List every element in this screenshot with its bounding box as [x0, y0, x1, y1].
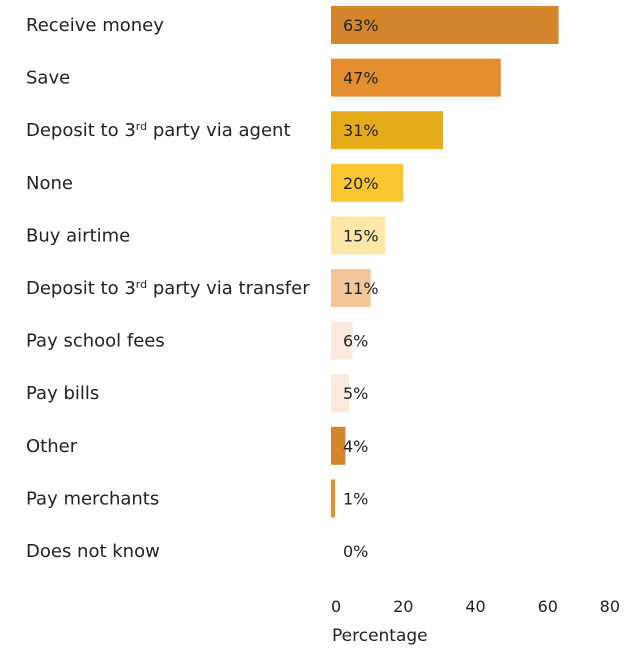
category-labels: Receive money Save Deposit to 3rd party vi…: [26, 15, 310, 562]
bar-receive-money: [331, 6, 559, 44]
value-label: 31%: [343, 121, 379, 140]
bar-pay-merchants: [331, 479, 335, 518]
bar-buy-airtime: [331, 216, 386, 255]
x-tick-label: 60: [538, 597, 558, 616]
x-tick-label: 40: [465, 597, 485, 616]
value-label: 15%: [343, 226, 379, 245]
category-label: Pay school fees: [26, 331, 165, 352]
value-label: 5%: [343, 384, 368, 403]
category-label: None: [26, 173, 73, 194]
category-label: Pay merchants: [26, 488, 159, 509]
category-label: Deposit to 3rd party via transfer: [26, 278, 310, 300]
value-label: 63%: [343, 16, 379, 35]
value-label: 11%: [343, 279, 379, 298]
bar-pay-bills: [331, 374, 350, 413]
bar-deposit-to-3rd-party-via-agent: [331, 111, 443, 150]
x-axis-ticks: 0 20 40 60 80: [331, 597, 620, 616]
category-label: Receive money: [26, 15, 164, 36]
category-label: Other: [26, 436, 78, 457]
x-axis-title: Percentage: [332, 626, 428, 646]
bar-pay-school-fees: [331, 321, 353, 360]
value-label: 0%: [343, 542, 368, 561]
value-label: 1%: [343, 489, 368, 508]
value-labels: 63% 47% 31% 20% 15% 11% 6% 5% 4% 1% 0%: [343, 16, 379, 561]
category-label: Pay bills: [26, 383, 99, 404]
category-label: Does not know: [26, 541, 160, 562]
bar-save: [331, 58, 501, 97]
bar-other: [331, 426, 346, 465]
category-label: Buy airtime: [26, 225, 130, 246]
x-tick-label: 80: [600, 597, 620, 616]
category-label: Deposit to 3rd party via agent: [26, 120, 291, 142]
bar-deposit-to-3rd-party-via-transfer: [331, 269, 371, 307]
value-label: 20%: [343, 174, 379, 193]
value-label: 47%: [343, 69, 379, 88]
value-label: 4%: [343, 437, 368, 456]
bar-group: [331, 6, 559, 518]
x-tick-label: 20: [393, 597, 413, 616]
x-tick-label: 0: [331, 597, 341, 616]
category-label: Save: [26, 68, 70, 89]
value-label: 6%: [343, 332, 368, 351]
bar-none: [331, 163, 404, 202]
